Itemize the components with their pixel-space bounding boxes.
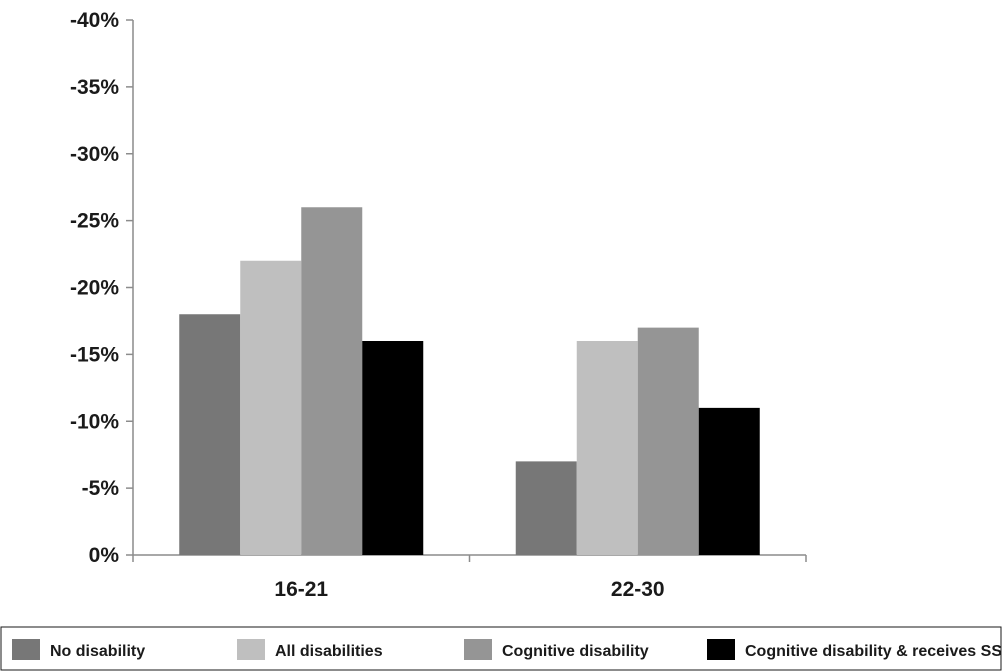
legend-box <box>0 626 1002 671</box>
y-tick-label: -35% <box>70 76 119 99</box>
legend-swatch <box>237 639 265 660</box>
legend-label: No disability <box>50 643 145 660</box>
y-tick-label: -40% <box>70 9 119 32</box>
bar-16-21-cognitive-disability-receives-ssi <box>362 341 424 555</box>
legend-swatch <box>707 639 735 660</box>
bar-16-21-all-disabilities <box>240 260 302 555</box>
bars <box>179 207 760 555</box>
legend-label: Cognitive disability <box>502 643 649 660</box>
y-tick-label: -30% <box>70 143 119 166</box>
legend-label: All disabilities <box>275 643 383 660</box>
bar-22-30-no-disability <box>515 461 577 555</box>
y-tick-label: -20% <box>70 277 119 300</box>
legend: No disability All disabilities Cognitive d… <box>0 626 1002 671</box>
y-axis: 0% -5% -10% -15% -20% -25% -30% -35% -40% <box>70 9 134 567</box>
bar-16-21-cognitive-disability <box>301 207 363 555</box>
bar-22-30-cognitive-disability <box>637 327 699 555</box>
x-axis: 16-21 22-30 <box>132 554 807 601</box>
legend-swatch <box>12 639 40 660</box>
y-tick-label: -10% <box>70 410 119 433</box>
y-tick-label: 0% <box>89 544 120 567</box>
bar-16-21-no-disability <box>179 314 241 555</box>
y-tick-label: -5% <box>82 477 120 500</box>
legend-swatch <box>464 639 492 660</box>
y-tick-label: -15% <box>70 343 119 366</box>
y-tick-label: -25% <box>70 210 119 233</box>
x-category-label: 16-21 <box>274 578 328 601</box>
bar-22-30-all-disabilities <box>576 341 638 555</box>
x-category-label: 22-30 <box>611 578 665 601</box>
legend-label: Cognitive disability & receives SSI <box>745 643 1002 660</box>
bar-22-30-cognitive-disability-receives-ssi <box>698 407 760 555</box>
